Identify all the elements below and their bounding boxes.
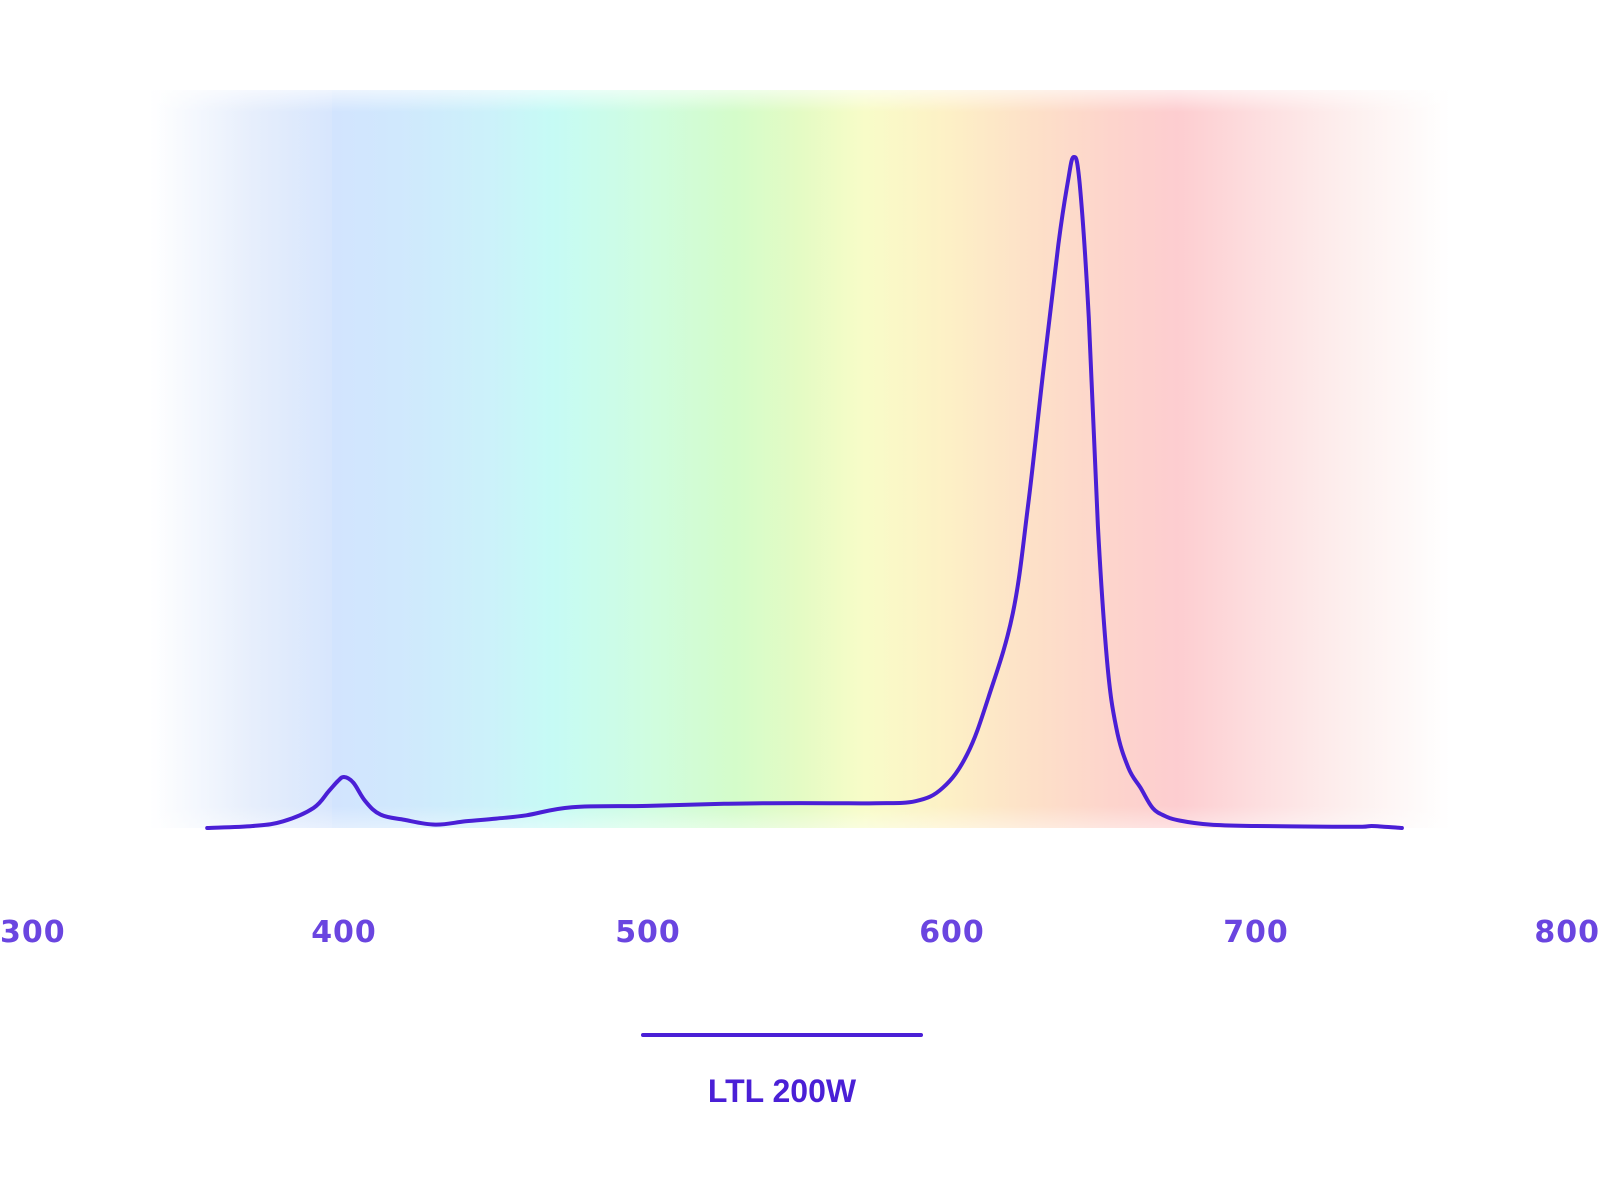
- spectrum-band-fade: [150, 90, 1450, 828]
- series-line-ltl-200w: [205, 154, 1404, 830]
- legend-label: LTL 200W: [708, 1073, 857, 1109]
- x-tick-label-500: 500: [615, 915, 681, 950]
- x-axis-tick-labels: 300 400 500 600 700 800: [0, 915, 1600, 950]
- x-tick-label-400: 400: [311, 915, 377, 950]
- x-tick-label-800: 800: [1534, 915, 1600, 950]
- x-tick-label-300: 300: [0, 915, 66, 950]
- x-tick-label-600: 600: [919, 915, 985, 950]
- x-tick-label-700: 700: [1223, 915, 1289, 950]
